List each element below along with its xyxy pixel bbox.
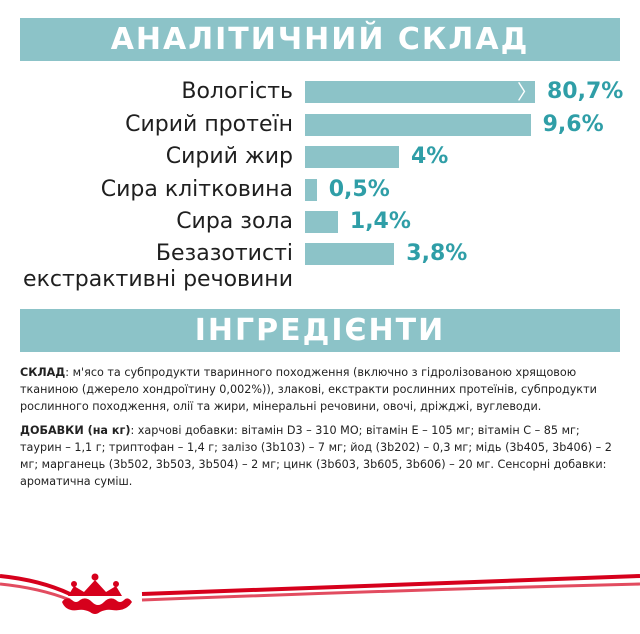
ingredients-title: ІНГРЕДІЄНТИ [194,313,446,348]
chart-category-label: Сира зола [176,209,293,235]
chart-category-label-line: Сира клітковина [100,177,293,202]
additives-text: : харчові добавки: вітамін D3 – 310 МО; … [20,424,612,488]
chart-bar [305,243,395,265]
chart-value-label: 1,4% [349,209,411,234]
chart-category-label: Сирий протеїн [125,112,293,138]
additives-paragraph: ДОБАВКИ (на кг): харчові добавки: вітамі… [20,422,620,490]
chart-bar [305,179,317,201]
ingredients-header: ІНГРЕДІЄНТИ [20,309,620,352]
chart-bar [305,211,338,233]
chart-category-label: Вологість [181,79,293,105]
bar-truncation-icon: 〉 [517,80,537,104]
analysis-title: АНАЛІТИЧНИЙ СКЛАД [110,22,530,57]
chart-bar [305,114,531,136]
chart-value-label: 80,7% [547,79,624,104]
chart-category-label: Безазотисті екстрактивні речовини [23,241,293,293]
chart-value-label: 4% [411,144,449,169]
brand-footer [0,560,640,630]
chart-category-label-line: екстрактивні речовини [23,267,293,292]
chart-bar [305,81,535,103]
chart-category-label-line: Вологість [181,79,293,104]
composition-text: : м'ясо та субпродукти тваринного походж… [20,366,597,413]
crown-logo-icon [0,573,640,614]
chart-value-label: 9,6% [542,112,604,137]
chart-value-label: 0,5% [328,177,390,202]
chart-category-label: Сира клітковина [101,177,293,203]
composition-paragraph: СКЛАД: м'ясо та субпродукти тваринного п… [20,364,620,415]
additives-label: ДОБАВКИ (на кг) [20,424,131,437]
chart-bar [305,146,399,168]
chart-category-label-line: Безазотисті [155,241,293,266]
chart-category-label: Сирий жир [166,144,293,170]
chart-category-label-line: Сирий протеїн [125,112,293,137]
chart-value-label: 3,8% [406,241,468,266]
analysis-header: АНАЛІТИЧНИЙ СКЛАД [20,18,620,61]
chart-category-label-line: Сирий жир [165,144,293,169]
chart-category-label-line: Сира зола [176,209,293,234]
composition-label: СКЛАД [20,366,66,379]
